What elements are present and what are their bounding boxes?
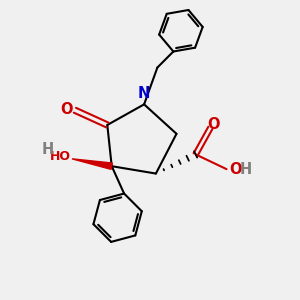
Text: H: H bbox=[240, 162, 252, 177]
Text: N: N bbox=[138, 86, 150, 101]
Polygon shape bbox=[72, 159, 112, 170]
Text: O: O bbox=[229, 162, 242, 177]
Text: HO: HO bbox=[50, 150, 71, 163]
Text: O: O bbox=[60, 102, 73, 117]
Text: O: O bbox=[207, 117, 220, 132]
Text: H: H bbox=[41, 142, 54, 158]
